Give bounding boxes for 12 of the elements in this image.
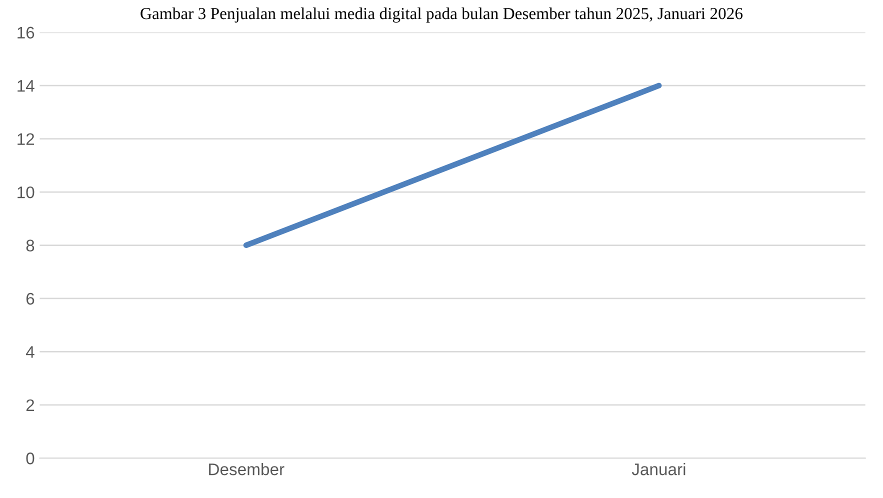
y-tick-label: 10 <box>18 186 34 198</box>
y-tick-label: 14 <box>18 80 34 92</box>
y-tick-label: 8 <box>26 240 34 252</box>
chart-title: Gambar 3 Penjualan melalui media digital pada bulan Desember tahun 2025, Januari 2026 <box>140 7 743 23</box>
y-tick-label: 2 <box>26 399 34 411</box>
y-tick-label: 12 <box>18 133 34 145</box>
x-tick-label: Desember <box>209 463 284 476</box>
y-tick-label: 16 <box>18 26 34 39</box>
y-tick-label: 0 <box>26 452 34 464</box>
y-tick-label: 4 <box>26 346 34 358</box>
y-tick-label: 6 <box>26 292 34 305</box>
x-tick-label: Januari <box>632 463 686 476</box>
